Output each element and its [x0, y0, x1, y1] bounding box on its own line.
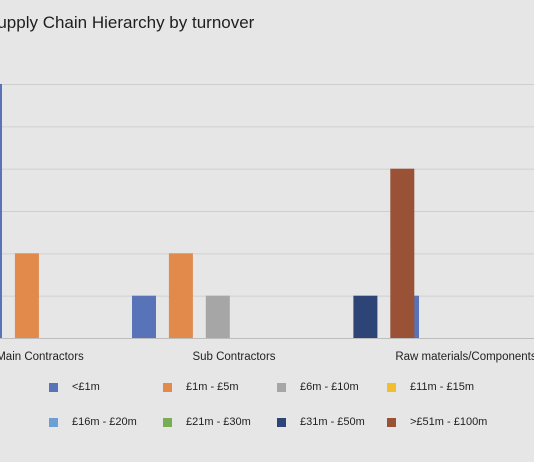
category-label: Sub Contractors	[192, 351, 275, 363]
bar	[0, 84, 2, 338]
bars	[0, 84, 419, 338]
bar	[353, 295, 378, 338]
bar	[168, 253, 193, 338]
bar	[205, 295, 230, 338]
category-label: Main Contractors	[0, 351, 84, 363]
bar	[14, 253, 39, 338]
bar	[132, 295, 156, 338]
bar	[390, 168, 415, 338]
chart-title: Supply Chain Hierarchy by turnover	[0, 13, 255, 32]
category-label: Raw materials/Components	[395, 351, 534, 363]
category-labels: Main Contractors Sub Contractors Raw mater…	[0, 351, 534, 363]
gridlines	[0, 84, 534, 339]
